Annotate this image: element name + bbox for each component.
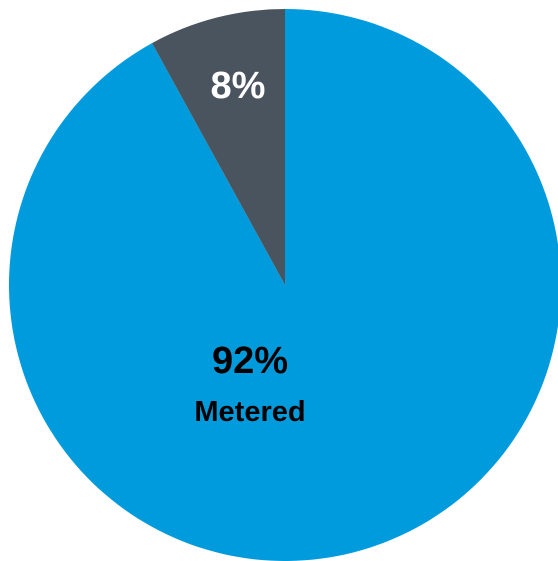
slice-label-metered-name: Metered [194,396,305,428]
pie-slice-0 [9,9,558,561]
pie-labels: 92% Metered 8% [194,65,305,428]
slice-label-metered-percent: 92% [212,340,288,382]
pie-slice-1 [152,9,285,285]
pie-slices [9,9,558,561]
slice-label-other-percent: 8% [211,65,266,107]
